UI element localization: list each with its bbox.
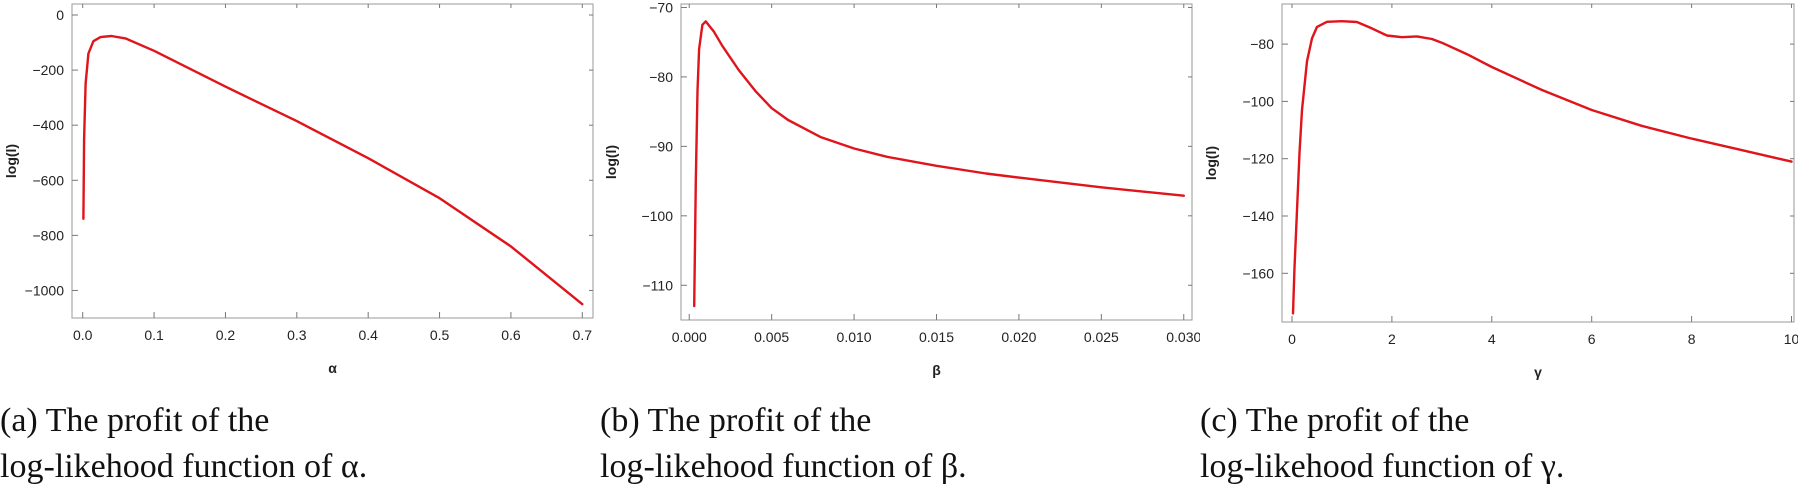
y-tick-label: −80 [649, 69, 673, 85]
y-axis-label: log(l) [603, 145, 619, 179]
x-tick-label: 0.025 [1084, 329, 1119, 345]
x-tick-label: 0.3 [287, 327, 307, 343]
panel-beta: 0.000 0.005 0.010 0.015 0.020 0.025 0.030 −70 −8… [600, 0, 1200, 490]
y-tick-label: −120 [1242, 151, 1274, 167]
series-line [693, 20, 1185, 308]
y-tick-label: −200 [32, 62, 64, 78]
x-tick-label: 0.000 [672, 329, 707, 345]
x-tick-label: 0.7 [573, 327, 593, 343]
y-tick-label: −100 [1242, 93, 1274, 109]
x-tick-label: 0.5 [430, 327, 450, 343]
x-tick-label: 0.015 [919, 329, 954, 345]
y-axis-label: log(l) [3, 144, 19, 178]
y-tick-label: −1000 [25, 282, 65, 298]
x-tick-label: 2 [1388, 331, 1396, 347]
x-tick-label: 0 [1288, 331, 1296, 347]
x-tick-label: 0.6 [501, 327, 521, 343]
caption-alpha: (a) The profit of the log-likehood funct… [0, 398, 600, 490]
y-tick-label: −110 [643, 277, 674, 293]
x-tick-label: 0.005 [754, 329, 789, 345]
x-tick-label: 0.4 [358, 327, 378, 343]
panel-alpha: 0.0 0.1 0.2 0.3 0.4 0.5 0.6 0.7 0 −200 −400 −600 −80… [0, 0, 600, 490]
x-tick-label: 0.020 [1001, 329, 1036, 345]
x-tick-label: 10 [1784, 331, 1798, 347]
y-tick-label: −80 [1250, 36, 1274, 52]
caption-gamma: (c) The profit of the log-likehood funct… [1200, 398, 1798, 490]
y-tick-label: −70 [649, 0, 673, 15]
y-tick-label: 0 [56, 7, 64, 23]
x-tick-label: 0.1 [144, 327, 164, 343]
x-axis-label: β [932, 362, 941, 378]
plot-frame [1281, 3, 1795, 323]
series-line [1291, 20, 1793, 315]
x-tick-label: 6 [1588, 331, 1596, 347]
y-tick-label: −600 [32, 172, 64, 188]
y-tick-label: −160 [1242, 265, 1274, 281]
caption-line-1: (a) The profit of the [0, 402, 270, 439]
chart-beta: 0.000 0.005 0.010 0.015 0.020 0.025 0.030 −70 −8… [603, 0, 1200, 378]
caption-line-1: (b) The profit of the [600, 402, 872, 439]
plot-frame [680, 3, 1193, 321]
x-tick-label: 0.030 [1166, 329, 1200, 345]
chart-alpha: 0.0 0.1 0.2 0.3 0.4 0.5 0.6 0.7 0 −200 −400 −600 −80… [3, 3, 594, 376]
y-tick-label: −90 [649, 138, 673, 154]
x-tick-label: 0.0 [73, 327, 93, 343]
x-tick-label: 0.010 [837, 329, 872, 345]
plot-frame [71, 3, 594, 319]
x-axis-label: γ [1534, 364, 1542, 380]
y-tick-label: −140 [1242, 208, 1274, 224]
x-tick-label: 4 [1488, 331, 1496, 347]
y-tick-label: −100 [641, 208, 673, 224]
chart-gamma: 0 2 4 6 8 10 −80 −100 −120 −140 −160 γ log(l) [1203, 3, 1798, 380]
caption-beta: (b) The profit of the log-likehood funct… [600, 398, 1200, 490]
y-tick-label: −400 [32, 117, 64, 133]
caption-line-2: log-likehood function of α. [0, 448, 368, 485]
panel-gamma: 0 2 4 6 8 10 −80 −100 −120 −140 −160 γ log(l) (c) Th… [1200, 0, 1798, 490]
caption-line-2: log-likehood function of β. [600, 448, 967, 485]
x-tick-label: 8 [1688, 331, 1696, 347]
x-axis-label: α [328, 360, 337, 376]
caption-line-2: log-likehood function of γ. [1200, 448, 1565, 485]
y-tick-label: −800 [32, 227, 64, 243]
x-tick-label: 0.2 [216, 327, 236, 343]
caption-line-1: (c) The profit of the [1200, 402, 1470, 439]
y-axis-label: log(l) [1203, 146, 1219, 180]
series-line [82, 34, 584, 306]
